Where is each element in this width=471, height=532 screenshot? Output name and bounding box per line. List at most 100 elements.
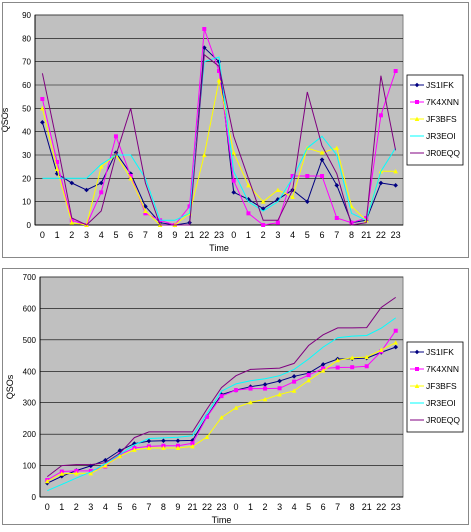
- data-point: [146, 445, 152, 450]
- data-point: [54, 166, 60, 171]
- data-point: [143, 208, 148, 213]
- data-point: [201, 152, 207, 157]
- legend-label: JR3EOI: [426, 398, 456, 408]
- x-tick-label: 9: [172, 230, 177, 240]
- y-axis-title: QSOs: [5, 374, 15, 399]
- x-tick-label: 23: [391, 502, 401, 512]
- data-point: [393, 69, 398, 73]
- y-tick-label: 10: [22, 198, 31, 207]
- data-point: [117, 453, 123, 459]
- data-point: [334, 145, 340, 150]
- data-point: [248, 386, 253, 391]
- x-tick-label: 22: [376, 502, 386, 512]
- x-tick-label: 5: [305, 230, 310, 240]
- y-tick-label: 30: [22, 151, 31, 160]
- data-point: [320, 174, 325, 178]
- y-axis-title: QSOs: [0, 107, 10, 132]
- data-point: [246, 182, 251, 188]
- bottom-chart-panel: 0 100 200 300 400 500 600 700 0 1 2 3 4 5 6 7 8 9 21 22 23 0 1…: [0, 266, 471, 527]
- data-point: [74, 471, 79, 476]
- data-point: [143, 204, 148, 209]
- x-tick-label: 22: [202, 502, 212, 512]
- data-point: [99, 190, 104, 195]
- x-tick-label: 1: [248, 502, 253, 512]
- legend-marker: [415, 367, 419, 371]
- data-point: [84, 187, 89, 193]
- y-tick-label: 90: [22, 11, 31, 20]
- x-tick-label: 0: [234, 502, 239, 512]
- data-point: [349, 220, 354, 225]
- data-point: [320, 362, 326, 367]
- data-point: [335, 365, 340, 370]
- y-tick-label: 600: [23, 304, 37, 313]
- x-tick-label: 0: [40, 230, 45, 240]
- data-point: [190, 444, 195, 449]
- data-point: [334, 216, 339, 220]
- data-point: [219, 415, 224, 420]
- x-tick-label: 2: [69, 230, 74, 240]
- data-point: [231, 190, 237, 195]
- data-point: [55, 160, 60, 164]
- data-point: [350, 365, 355, 370]
- data-point: [40, 120, 45, 125]
- y-tick-label: 20: [22, 174, 31, 183]
- x-tick-label: 1: [55, 230, 60, 240]
- data-point: [393, 168, 398, 174]
- data-point: [349, 355, 355, 360]
- data-point: [320, 368, 326, 373]
- data-point: [378, 347, 384, 352]
- data-point: [128, 175, 133, 181]
- data-point: [378, 180, 384, 186]
- x-tick-label: 3: [277, 502, 282, 512]
- x-tick-label: 21: [185, 230, 195, 240]
- data-point: [143, 211, 148, 216]
- data-point: [98, 164, 104, 169]
- data-point: [146, 438, 152, 444]
- x-tick-label: 7: [334, 230, 339, 240]
- legend-marker: [414, 383, 420, 388]
- x-tick-label: 5: [306, 502, 311, 512]
- data-point: [132, 441, 137, 446]
- x-axis-title: Time: [212, 515, 232, 525]
- data-point: [161, 445, 166, 450]
- data-point: [88, 471, 94, 476]
- y-tick-label: 40: [22, 128, 31, 137]
- data-point: [290, 194, 295, 199]
- x-tick-label: 8: [158, 230, 163, 240]
- x-tick-label: 2: [263, 502, 268, 512]
- legend-marker: [415, 100, 419, 104]
- data-point: [204, 414, 209, 419]
- data-point: [277, 386, 282, 391]
- data-point: [261, 223, 266, 227]
- legend-marker: [414, 116, 420, 121]
- data-point: [161, 438, 166, 444]
- y-tick-label: 50: [22, 104, 31, 113]
- x-tick-label: 7: [335, 502, 340, 512]
- x-tick-label: 2: [261, 230, 266, 240]
- x-tick-label: 9: [175, 502, 180, 512]
- data-point: [305, 174, 310, 178]
- x-tick-label: 4: [290, 230, 295, 240]
- x-tick-label: 0: [231, 230, 236, 240]
- data-point: [306, 373, 311, 378]
- data-point: [231, 178, 236, 183]
- data-point: [260, 199, 266, 204]
- x-tick-label: 22: [376, 230, 386, 240]
- x-tick-label: 1: [246, 230, 251, 240]
- data-point: [40, 105, 45, 111]
- data-point: [334, 183, 340, 188]
- y-tick-label: 0: [27, 221, 32, 230]
- data-point: [44, 478, 50, 484]
- data-point: [233, 405, 239, 410]
- x-tick-label: 5: [117, 502, 122, 512]
- x-tick-label: 6: [321, 502, 326, 512]
- y-tick-label: 500: [23, 336, 37, 345]
- data-point: [275, 187, 281, 192]
- data-point: [364, 364, 369, 369]
- chart-border: [2, 2, 469, 258]
- data-point: [190, 438, 195, 443]
- legend-label: JS1IFK: [426, 347, 454, 357]
- data-point: [393, 328, 398, 333]
